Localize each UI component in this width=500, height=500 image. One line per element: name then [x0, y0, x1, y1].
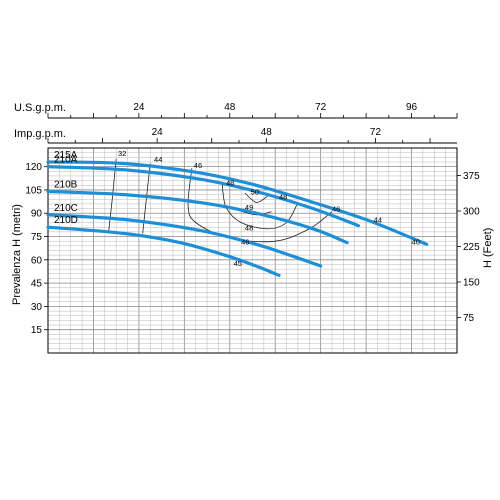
curve-label-215A: 215A — [54, 150, 78, 161]
curve-210D — [46, 225, 281, 277]
top-axis-impgpm-tick-label: 48 — [261, 127, 273, 138]
efficiency-label: 46 — [241, 237, 249, 246]
left-axis-tick-label: 90 — [31, 209, 43, 220]
top-axis-impgpm-title: Imp.g.p.m. — [14, 128, 66, 140]
efficiency-label: 48 — [245, 223, 253, 232]
top-axis-usgpm-tick-label: 96 — [406, 102, 418, 113]
right-axis-tick-label: 300 — [463, 206, 480, 217]
efficiency-label: 44 — [374, 216, 382, 225]
right-axis-tick-label: 75 — [463, 313, 475, 324]
top-axis-impgpm-tick-label: 24 — [152, 127, 164, 138]
left-axis-title: Prevalenza H (metri) — [11, 204, 23, 305]
efficiency-line-50 — [244, 192, 268, 203]
left-axis-tick-label: 45 — [31, 279, 43, 290]
left-axis-tick-label: 30 — [31, 302, 43, 313]
plot-frame — [47, 147, 458, 354]
left-axis-tick-label: 75 — [31, 232, 43, 243]
pump-curves — [46, 160, 429, 277]
right-axis-tick-label: 375 — [463, 171, 480, 182]
efficiency-label: 45 — [234, 259, 242, 268]
efficiency-label: 48 — [226, 178, 234, 187]
efficiency-label: 40 — [412, 237, 420, 246]
curve-210C — [46, 213, 323, 268]
left-axis-tick-label: 60 — [31, 255, 43, 266]
efficiency-label: 32 — [118, 149, 126, 158]
curve-label-210D: 210D — [54, 215, 78, 226]
efficiency-label: 49 — [245, 203, 253, 212]
right-axis-tick-label: 150 — [463, 277, 480, 288]
top-axis-usgpm-tick-label: 72 — [315, 102, 327, 113]
efficiency-label: 46 — [194, 161, 202, 170]
right-axis-tick-label: 225 — [463, 242, 480, 253]
curve-label-210C: 210C — [54, 203, 78, 214]
top-axis-usgpm-title: U.S.g.p.m. — [14, 102, 66, 114]
efficiency-label: 44 — [154, 155, 162, 164]
right-axis-title: H (Feet) — [482, 228, 494, 268]
chart-axes: 24 48 72 96 24 48 72 15 30 45 60 75 90 105 120 75 150 225… — [25, 102, 480, 336]
chart-grid — [47, 147, 458, 354]
curve-210A — [46, 165, 361, 228]
left-axis-tick-label: 105 — [25, 185, 42, 196]
efficiency-label: 48 — [279, 192, 287, 201]
left-axis-tick-label: 15 — [31, 325, 43, 336]
curve-label-210B: 210B — [54, 179, 78, 190]
curve-210B — [46, 189, 349, 245]
top-axis-usgpm-tick-label: 24 — [133, 102, 145, 113]
curve-215A — [46, 160, 429, 246]
efficiency-label: 46 — [332, 205, 340, 214]
left-axis-tick-label: 120 — [25, 162, 42, 173]
curve-label-210A: 210A — [54, 155, 78, 166]
efficiency-label: 50 — [251, 188, 259, 197]
top-axis-impgpm-tick-label: 72 — [370, 127, 382, 138]
top-axis-usgpm-tick-label: 48 — [224, 102, 236, 113]
